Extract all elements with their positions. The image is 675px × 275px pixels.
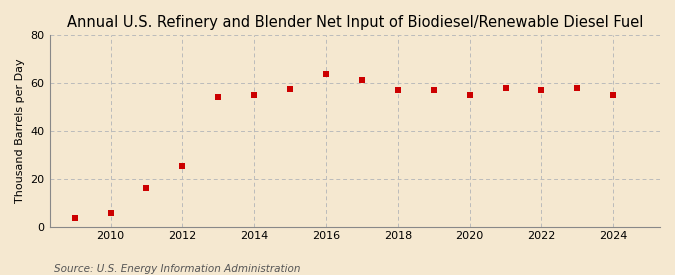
Point [464, 93, 475, 97]
Point [285, 87, 296, 91]
Point [356, 77, 367, 82]
Point [70, 216, 80, 221]
Point [141, 186, 152, 191]
Point [177, 163, 188, 168]
Text: Source: U.S. Energy Information Administration: Source: U.S. Energy Information Administ… [54, 264, 300, 274]
Y-axis label: Thousand Barrels per Day: Thousand Barrels per Day [15, 59, 25, 203]
Point [429, 88, 439, 92]
Point [608, 93, 619, 97]
Point [392, 88, 403, 92]
Point [500, 86, 511, 90]
Point [536, 88, 547, 92]
Point [249, 93, 260, 97]
Point [572, 86, 583, 90]
Title: Annual U.S. Refinery and Blender Net Input of Biodiesel/Renewable Diesel Fuel: Annual U.S. Refinery and Blender Net Inp… [67, 15, 643, 30]
Point [105, 211, 116, 216]
Point [321, 72, 331, 76]
Point [213, 95, 223, 100]
